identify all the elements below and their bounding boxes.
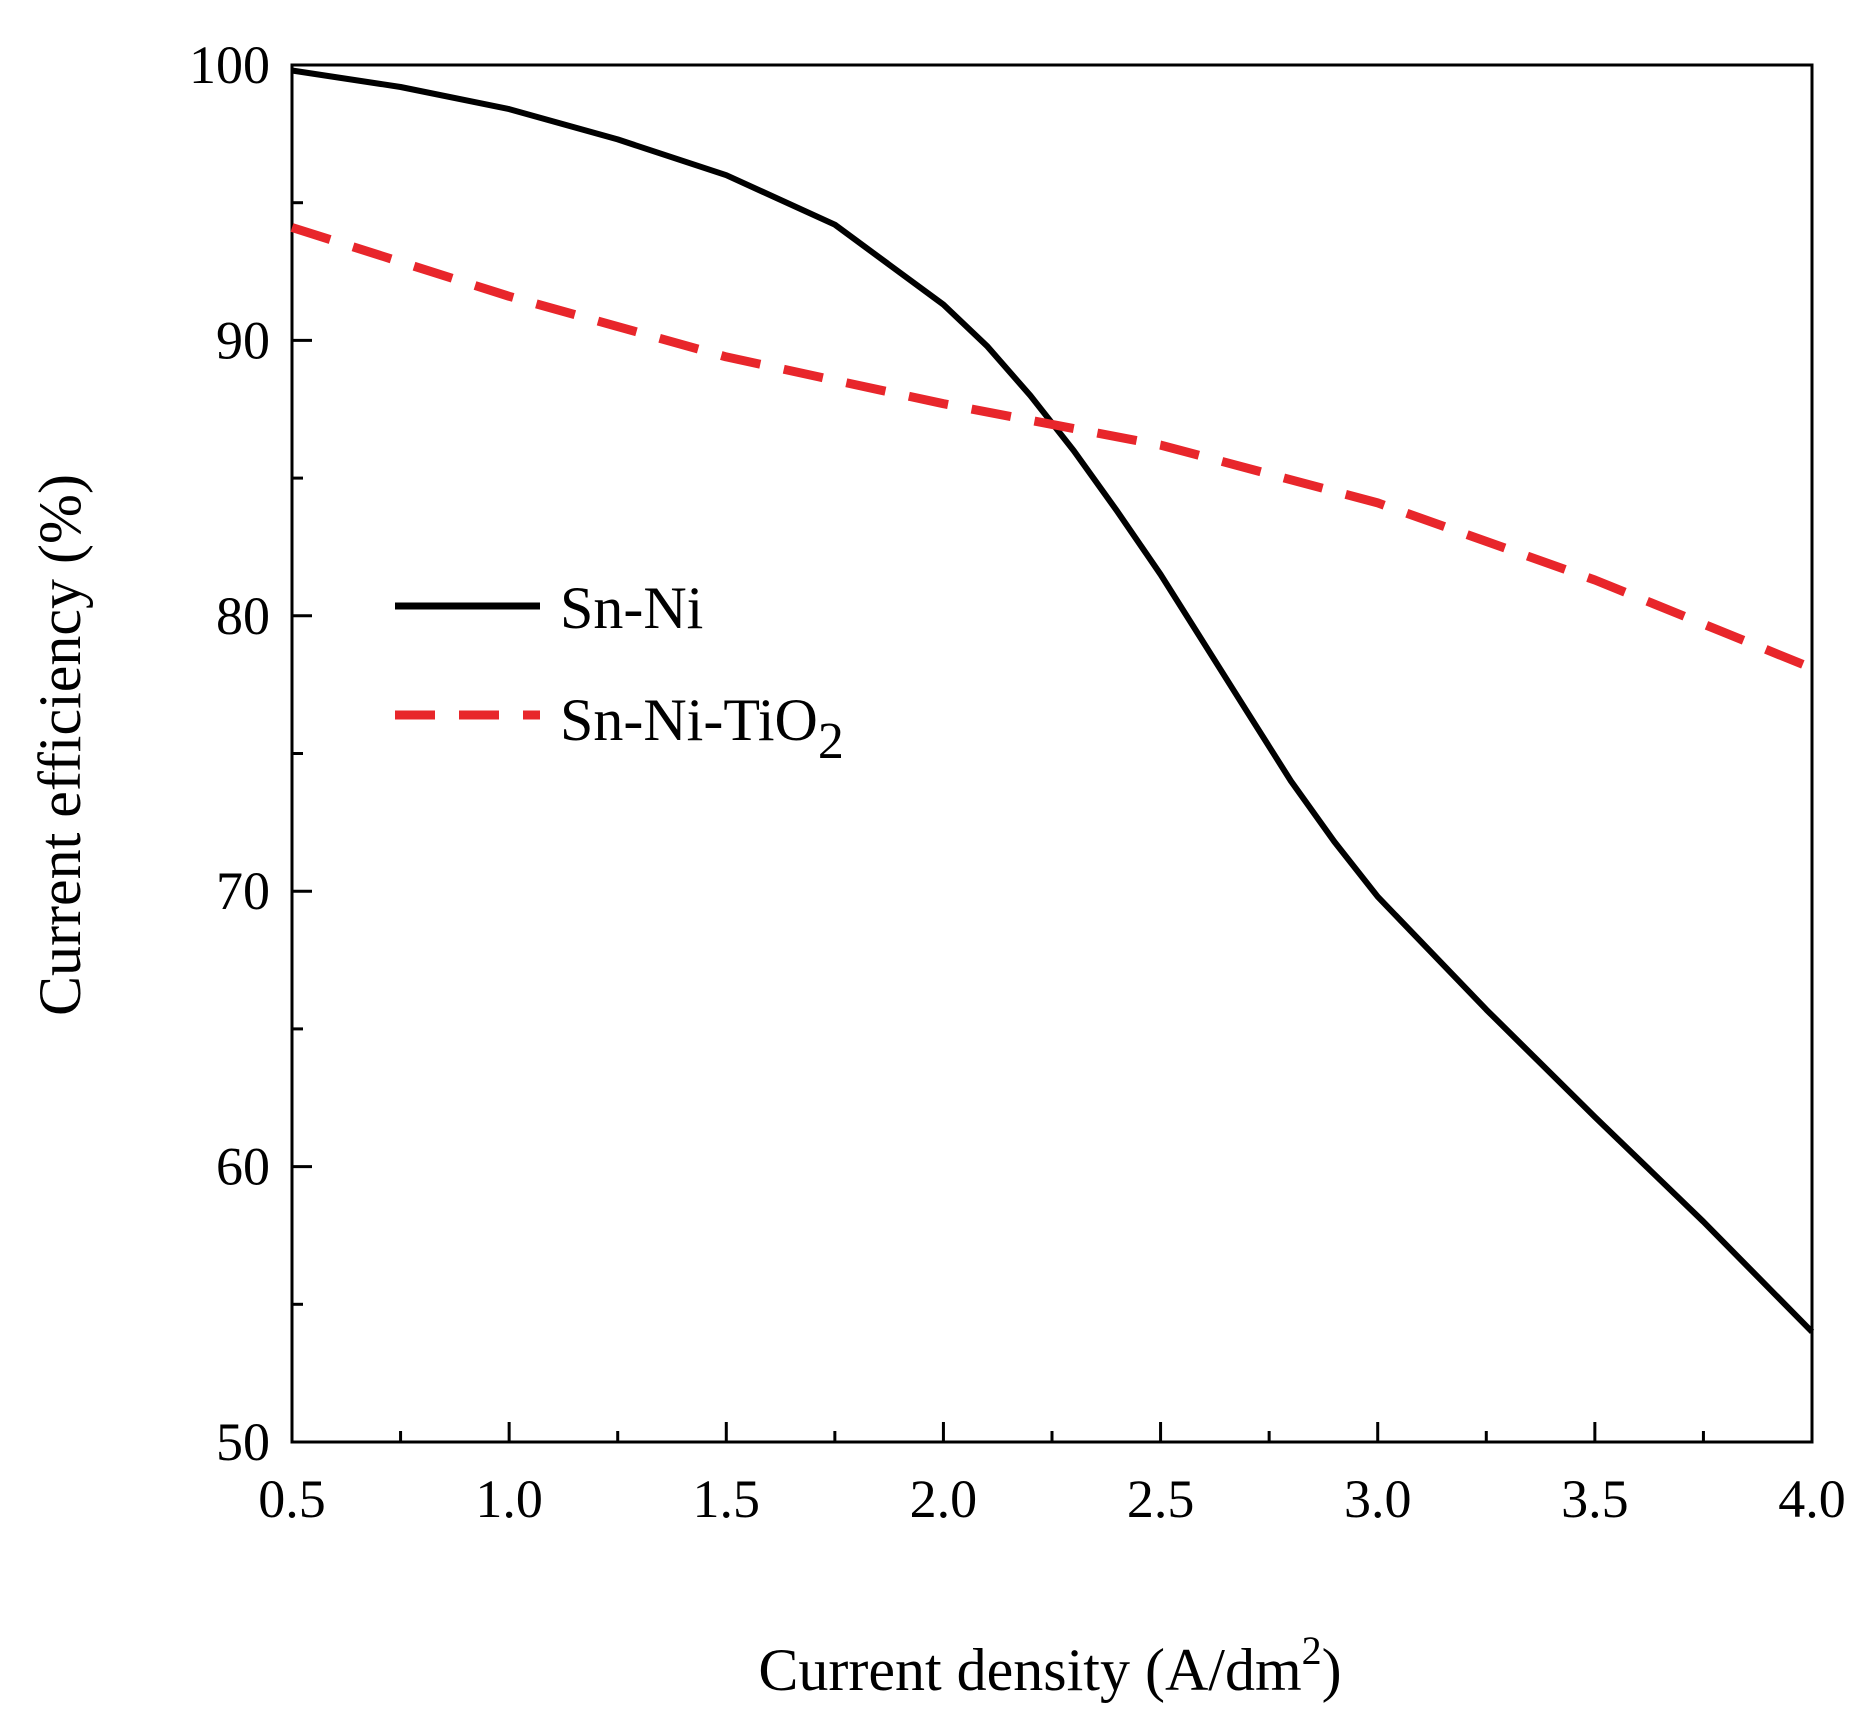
y-tick-label: 90 [216, 310, 270, 370]
x-tick-label: 1.0 [475, 1469, 543, 1529]
plot-area [290, 63, 1815, 1444]
x-tick-label: 0.5 [258, 1469, 326, 1529]
legend-label-sn-ni: Sn-Ni [560, 575, 703, 641]
plot-frame [290, 63, 1814, 1444]
y-tick-label: 50 [216, 1412, 270, 1472]
y-axis-title: Current efficiency (%) [27, 474, 93, 1016]
x-tick-label: 4.0 [1778, 1469, 1846, 1529]
y-tick-labels: 50 60 70 80 90 100 [189, 35, 270, 1472]
axis-ticks [290, 63, 1814, 1444]
x-axis-title: Current density (A/dm2) [758, 1628, 1341, 1703]
series-line-sn-ni [291, 67, 1815, 1334]
x-tick-label: 3.0 [1344, 1469, 1412, 1529]
y-tick-label: 60 [216, 1137, 270, 1197]
legend-label-sn-ni-tio2: Sn-Ni-TiO2 [560, 687, 844, 770]
x-tick-label: 1.5 [693, 1469, 761, 1529]
series-line-sn-ni-tio2 [290, 223, 1814, 673]
x-tick-label: 3.5 [1561, 1469, 1629, 1529]
legend: Sn-Ni Sn-Ni-TiO2 [395, 575, 844, 770]
y-tick-label: 100 [189, 35, 270, 95]
y-tick-label: 80 [216, 586, 270, 646]
x-tick-labels: 0.5 1.0 1.5 2.0 2.5 3.0 3.5 4.0 [258, 1469, 1846, 1529]
y-tick-label: 70 [216, 861, 270, 921]
x-tick-label: 2.5 [1127, 1469, 1195, 1529]
x-tick-label: 2.0 [910, 1469, 978, 1529]
